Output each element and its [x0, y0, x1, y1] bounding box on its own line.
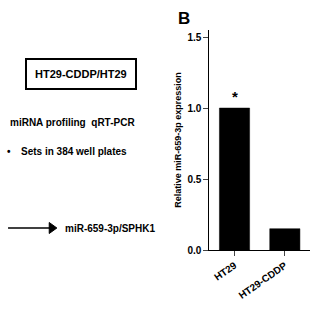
svg-text:miR-659-3p/SPHK1: miR-659-3p/SPHK1 — [65, 223, 155, 234]
svg-text:Relative miR-659-3p expression: Relative miR-659-3p expression — [173, 72, 183, 208]
svg-text:1.0: 1.0 — [187, 103, 201, 114]
svg-text:miRNA profiling qRT-PCR: miRNA profiling qRT-PCR — [10, 117, 135, 128]
svg-text:*: * — [232, 88, 238, 105]
svg-text:B: B — [178, 9, 190, 28]
svg-text:HT29: HT29 — [212, 259, 239, 282]
svg-text:HT29-CDDP/HT29: HT29-CDDP/HT29 — [35, 68, 127, 80]
svg-text:HT29-CDDP: HT29-CDDP — [237, 260, 290, 301]
svg-text:0.0: 0.0 — [187, 245, 201, 256]
svg-text:1.5: 1.5 — [187, 32, 201, 43]
svg-text:Sets in 384 well plates: Sets in 384 well plates — [21, 146, 127, 157]
svg-text:•: • — [7, 146, 11, 157]
svg-text:0.5: 0.5 — [187, 174, 201, 185]
